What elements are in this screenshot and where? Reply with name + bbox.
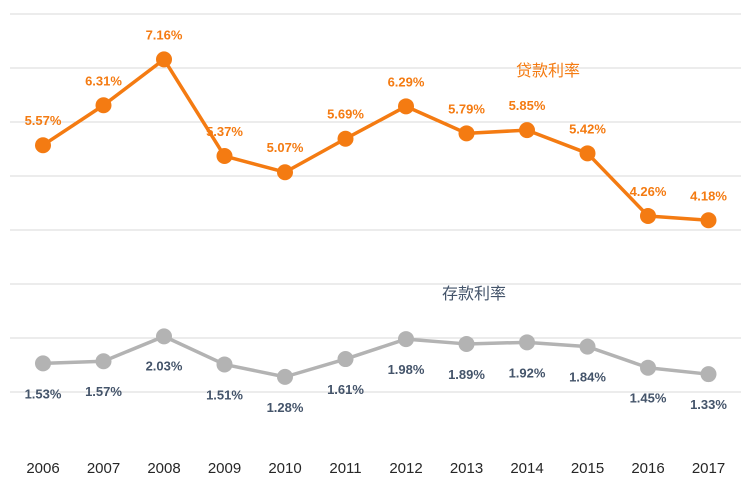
loan-rate-point-2008 (156, 51, 172, 68)
deposit-rate-label-2010: 1.28% (267, 400, 304, 415)
deposit-rate-point-2010 (277, 368, 293, 385)
x-tick-2017: 2017 (692, 460, 725, 477)
loan-rate-label-2012: 6.29% (388, 74, 425, 89)
x-tick-2008: 2008 (147, 460, 180, 477)
deposit-rate-point-2006 (35, 355, 51, 372)
deposit-rate-label-2006: 1.53% (25, 386, 62, 401)
x-tick-2014: 2014 (510, 460, 543, 477)
loan-rate-point-2012 (398, 98, 414, 115)
data-labels: 5.57% 6.31% 7.16% 5.37% 5.07% 5.69% 6.29% 5.79%… (25, 27, 728, 415)
deposit-rate-label-2014: 1.92% (509, 365, 546, 380)
loan-rate-label-2014: 5.85% (509, 98, 546, 113)
loan-rate-point-2013 (458, 125, 475, 142)
deposit-rate-label-2015: 1.84% (569, 370, 606, 385)
deposit-rate-point-2007 (95, 353, 112, 370)
loan-rate-point-2014 (519, 122, 535, 139)
x-tick-2009: 2009 (208, 460, 241, 477)
deposit-rate-label-2009: 1.51% (206, 387, 243, 402)
deposit-rate-point-2013 (458, 335, 475, 352)
loan-rate-point-2017 (700, 212, 717, 229)
loan-rate-label-2013: 5.79% (448, 101, 485, 116)
loan-rate-label-2009: 5.37% (206, 124, 243, 139)
deposit-rate-point-2011 (337, 351, 354, 368)
loan-rate-label-2007: 6.31% (85, 73, 122, 88)
gridlines (10, 13, 741, 393)
loan-rate-point-2009 (216, 148, 233, 165)
x-tick-2015: 2015 (571, 460, 604, 477)
deposit-rate-label-2011: 1.61% (327, 382, 364, 397)
deposit-rate-point-2008 (156, 328, 172, 345)
loan-rate-label-2016: 4.26% (630, 184, 667, 199)
loan-rate-label-2017: 4.18% (690, 188, 727, 203)
deposit-rate-label-2013: 1.89% (448, 367, 485, 382)
deposit-rate-point-2016 (640, 359, 656, 376)
series-layer (35, 51, 717, 385)
loan-rate-point-2007 (95, 97, 112, 114)
loan-rate-point-2006 (35, 137, 51, 154)
x-tick-2016: 2016 (631, 460, 664, 477)
deposit-rate-line (42, 334, 709, 379)
x-tick-2007: 2007 (87, 460, 120, 477)
loan-rate-point-2016 (640, 207, 656, 224)
loan-rate-point-2015 (579, 145, 596, 162)
deposit-rate-point-2017 (700, 366, 717, 383)
deposit-rate-label-2012: 1.98% (388, 362, 425, 377)
deposit-rate-point-2014 (519, 334, 535, 351)
loan-rate-line (42, 57, 709, 223)
deposit-rate-label-2008: 2.03% (146, 358, 183, 373)
deposit-rate-label-2016: 1.45% (630, 391, 667, 406)
loan-rate-label-2015: 5.42% (569, 121, 606, 136)
loan-rate-label-2008: 7.16% (146, 27, 183, 42)
deposit-rate-point-2012 (398, 331, 414, 348)
series-name-loan-rate: 贷款利率 (516, 61, 580, 80)
x-tick-2012: 2012 (389, 460, 422, 477)
loan-rate-label-2011: 5.69% (327, 107, 364, 122)
x-tick-2013: 2013 (450, 460, 483, 477)
x-tick-2010: 2010 (268, 460, 301, 477)
deposit-rate-label-2007: 1.57% (85, 384, 122, 399)
deposit-rate-point-2015 (579, 338, 596, 355)
loan-rate-point-2010 (277, 164, 293, 181)
x-axis-ticks: 2006 2007 2008 2009 2010 2011 2012 2013 2014 2015… (26, 460, 725, 477)
loan-rate-label-2006: 5.57% (25, 113, 62, 128)
x-tick-2011: 2011 (329, 460, 361, 477)
series-name-deposit-rate: 存款利率 (442, 284, 506, 303)
deposit-rate-label-2017: 1.33% (690, 397, 727, 412)
loan-rate-label-2010: 5.07% (267, 140, 304, 155)
x-tick-2006: 2006 (26, 460, 59, 477)
deposit-rate-point-2009 (216, 356, 233, 373)
loan-rate-point-2011 (337, 130, 354, 147)
